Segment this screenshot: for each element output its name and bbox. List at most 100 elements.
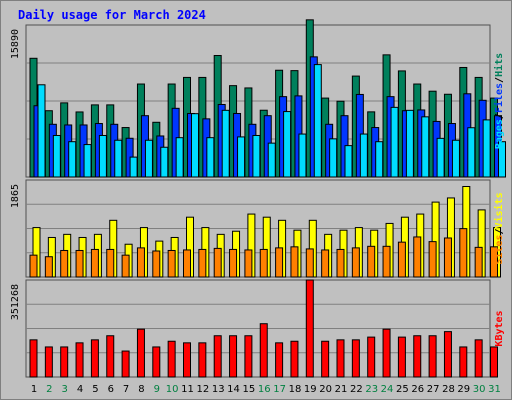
bar-pages	[267, 142, 276, 178]
bar-kbytes	[351, 339, 360, 378]
legend-2: KBytes	[494, 310, 505, 346]
x-tick-label: 2	[46, 384, 52, 395]
bar-pages	[114, 139, 123, 178]
legend-entry-kbytes: KBytes	[494, 310, 505, 346]
bar-kbytes	[443, 331, 452, 378]
bar-sites	[413, 236, 422, 278]
x-tick-label: 7	[123, 384, 129, 395]
legend-entry-files: Files	[493, 83, 505, 113]
x-tick-label: 12	[196, 384, 209, 395]
bar-kbytes	[336, 339, 345, 378]
bar-pages	[129, 156, 138, 178]
x-tick-label: 21	[335, 384, 348, 395]
bar-pages	[252, 134, 261, 178]
bar-sites	[305, 248, 314, 278]
legend-separator: /	[494, 77, 505, 83]
bar-sites	[213, 247, 222, 278]
bar-kbytes	[397, 336, 406, 378]
bar-pages	[498, 141, 506, 178]
bar-kbytes	[459, 346, 468, 378]
bar-sites	[443, 237, 452, 278]
bar-kbytes	[29, 339, 38, 378]
bar-sites	[474, 246, 483, 278]
x-tick-label: 15	[243, 384, 256, 395]
bar-kbytes	[60, 346, 69, 378]
bar-kbytes	[121, 350, 130, 378]
bar-pages	[436, 137, 445, 178]
bar-pages	[283, 111, 292, 178]
x-tick-label: 10	[166, 384, 179, 395]
x-tick-label: 28	[442, 384, 455, 395]
bar-kbytes	[382, 328, 391, 378]
bar-sites	[106, 248, 115, 278]
bar-sites	[167, 249, 176, 278]
bar-pages	[191, 113, 199, 178]
bar-kbytes	[106, 335, 115, 378]
bar-kbytes	[290, 340, 299, 378]
bar-kbytes	[244, 335, 253, 378]
bar-sites	[44, 256, 53, 278]
bar-pages	[467, 127, 476, 178]
bar-pages	[298, 133, 307, 178]
bar-sites	[244, 249, 253, 278]
bar-kbytes	[167, 340, 176, 378]
x-tick-label: 4	[77, 384, 83, 395]
x-tick-label: 31	[488, 384, 501, 395]
x-tick-label: 3	[62, 384, 68, 395]
bar-kbytes	[213, 335, 222, 378]
x-tick-label: 23	[365, 384, 378, 395]
bar-pages	[313, 64, 322, 178]
bar-sites	[290, 246, 299, 278]
bar-pages	[329, 138, 338, 178]
bar-sites	[382, 245, 391, 278]
bar-sites	[336, 248, 345, 278]
bar-pages	[344, 145, 353, 178]
bar-pages	[160, 146, 169, 178]
bar-sites	[229, 248, 238, 278]
bar-sites	[351, 247, 360, 278]
y-max-label: 15890	[10, 29, 21, 59]
bar-sites	[121, 254, 130, 278]
legend-1: Sites/Visits	[493, 192, 505, 264]
bar-sites	[428, 241, 437, 278]
bar-pages	[405, 109, 414, 178]
bar-kbytes	[474, 339, 483, 378]
x-tick-label: 8	[138, 384, 144, 395]
bar-pages	[237, 136, 246, 178]
legend-entry-visits: Visits	[493, 192, 505, 228]
bar-pages	[68, 141, 77, 178]
bar-pages	[375, 141, 384, 178]
bar-sites	[459, 228, 468, 278]
x-tick-label: 13	[212, 384, 225, 395]
x-tick-label: 5	[92, 384, 98, 395]
legend-0: Pages/Files/Hits	[493, 53, 505, 149]
bar-sites	[321, 249, 330, 278]
bar-kbytes	[275, 342, 284, 378]
x-tick-label: 22	[350, 384, 363, 395]
x-tick-label: 24	[381, 384, 394, 395]
bar-kbytes	[490, 346, 498, 378]
bar-sites	[90, 248, 99, 278]
x-tick-label: 11	[181, 384, 194, 395]
legend-entry-pages: Pages	[494, 119, 505, 149]
bar-kbytes	[90, 339, 99, 378]
bar-sites	[152, 250, 161, 278]
legend-entry-sites: Sites	[493, 235, 505, 265]
bar-pages	[421, 116, 430, 178]
bar-kbytes	[367, 336, 376, 378]
bar-sites	[259, 248, 268, 278]
bar-kbytes	[75, 342, 84, 378]
bar-sites	[60, 249, 69, 278]
legend-separator: /	[494, 228, 505, 234]
bar-pages	[451, 139, 460, 178]
y-max-label: 1865	[10, 184, 21, 208]
bar-pages	[221, 109, 230, 178]
legend-separator: /	[494, 113, 505, 119]
bar-sites	[136, 247, 145, 278]
bar-pages	[390, 106, 399, 178]
x-tick-label: 17	[273, 384, 286, 395]
bar-kbytes	[183, 342, 191, 378]
bar-kbytes	[428, 335, 437, 378]
